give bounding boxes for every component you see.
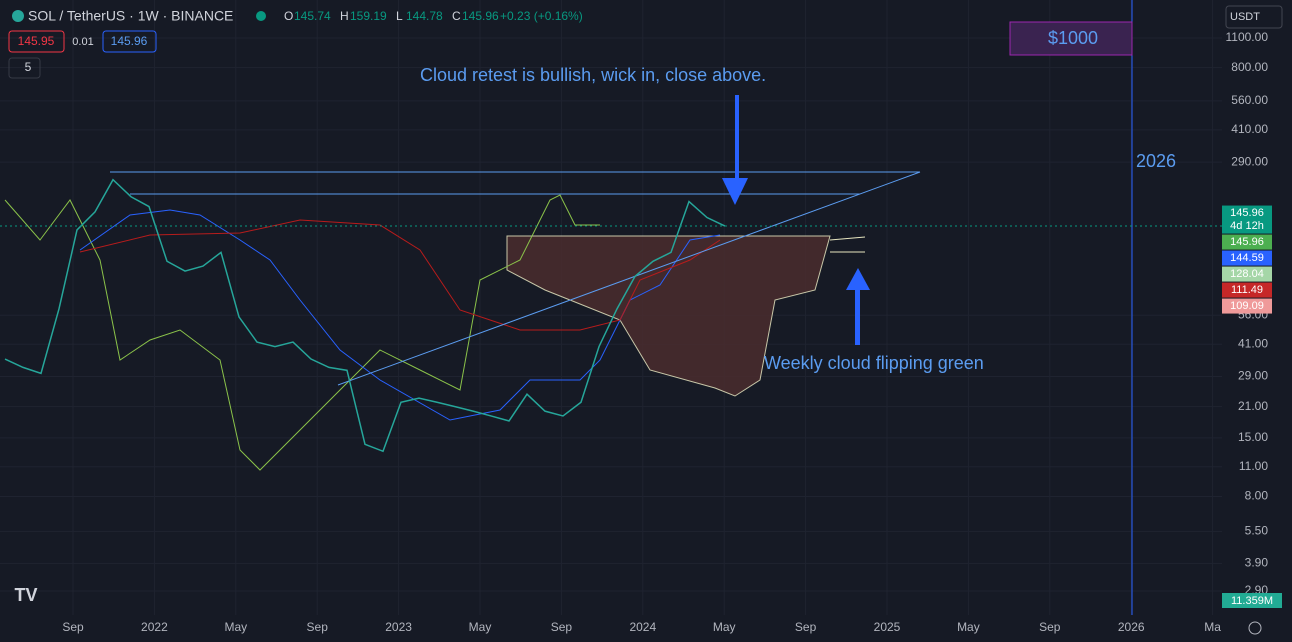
price-label-sub: 4d 12h	[1230, 220, 1264, 232]
indicator-count: 5	[25, 60, 32, 74]
time-tick-label: 2024	[629, 620, 656, 634]
ohlc-value: 145.96	[462, 9, 499, 23]
target-box	[1009, 21, 1133, 56]
ohlc-value: 144.78	[406, 9, 443, 23]
time-tick-label: Ma	[1204, 620, 1221, 634]
time-tick-label: 2023	[385, 620, 412, 634]
cloud-future	[829, 236, 866, 253]
price-label: 145.96	[1230, 236, 1264, 248]
price-series	[0, 178, 1222, 453]
conversion-line	[79, 209, 721, 421]
price-label: 128.04	[1230, 268, 1264, 280]
volume-tag	[1222, 593, 1282, 608]
price-label-tag	[1222, 234, 1272, 250]
ohlc-value: 159.19	[350, 9, 387, 23]
price-tick-label: 15.00	[1238, 430, 1268, 444]
grid	[0, 0, 1222, 615]
price-label-tag	[1222, 282, 1272, 298]
ohlc-key: C	[452, 9, 461, 23]
ohlc-value: 145.74	[294, 9, 331, 23]
price-tick-label: 29.00	[1238, 369, 1268, 383]
price-label-tag	[1222, 205, 1272, 234]
ohlc-key: O	[284, 9, 293, 23]
time-tick-label: May	[469, 620, 492, 634]
currency-select[interactable]	[1225, 5, 1283, 29]
time-tick-label: Sep	[1039, 620, 1061, 634]
price-label: 144.59	[1230, 252, 1264, 264]
price-label-tag	[1222, 250, 1272, 266]
price-tick-label: 3.90	[1245, 556, 1269, 570]
arrow-down	[722, 95, 748, 205]
ohlc-key: L	[396, 9, 403, 23]
settings[interactable]	[1248, 621, 1262, 635]
buy-price: 145.96	[111, 34, 148, 48]
logo: TV	[14, 585, 37, 605]
time-tick-label: 2025	[874, 620, 901, 634]
lagging-span	[4, 194, 600, 471]
price-tick-label: 1100.00	[1226, 30, 1269, 44]
time-axis: Sep 2022 May Sep 2023 May Sep 2024 May Sep 2025 May…	[62, 620, 1221, 634]
price-tick-label: 11.00	[1239, 459, 1268, 473]
price-tick-label: 560.00	[1231, 93, 1268, 107]
currency: USDT	[1230, 11, 1260, 23]
time-tick-label: May	[713, 620, 736, 634]
time-tick-label: Sep	[795, 620, 817, 634]
symbol-icon	[12, 10, 24, 22]
target-label: $1000	[1048, 28, 1098, 48]
price-label: 111.49	[1231, 284, 1263, 296]
time-tick-label: 2022	[141, 620, 168, 634]
annotation: Weekly cloud flipping green	[764, 353, 984, 373]
ohlc-key: H	[340, 9, 349, 23]
spread: 0.01	[72, 36, 93, 48]
status-dot	[256, 11, 266, 21]
price-tick-label: 800.00	[1231, 60, 1268, 74]
ichimoku-cloud	[506, 235, 831, 397]
change: +0.23 (+0.16%)	[500, 9, 583, 23]
price-tick-label: 8.00	[1245, 489, 1269, 503]
symbol: SOL / TetherUS · 1W · BINANCE	[28, 8, 233, 24]
time-tick-label: May	[957, 620, 980, 634]
price-line	[4, 178, 726, 453]
sell-price: 145.95	[18, 34, 55, 48]
price-tick-label: 41.00	[1238, 336, 1268, 350]
price-tick-label: 410.00	[1231, 122, 1268, 136]
time-tick-label: Sep	[62, 620, 84, 634]
price-label: 109.09	[1230, 300, 1264, 312]
buy-button[interactable]	[102, 30, 157, 53]
year-marker: 2026	[1136, 151, 1176, 171]
price-label: 145.96	[1230, 207, 1264, 219]
ohlc: O 145.74 H 159.19 L 144.78 C 145.96 +0.23 (+0.16…	[284, 9, 583, 23]
annotation: Cloud retest is bullish, wick in, close …	[420, 65, 766, 85]
price-tick-label: 21.00	[1238, 399, 1268, 413]
trend-line	[337, 171, 921, 386]
price-label-tag	[1222, 266, 1272, 282]
sell-button[interactable]	[8, 30, 65, 53]
indicators-toggle[interactable]	[8, 57, 41, 79]
time-tick-label: May	[224, 620, 247, 634]
price-axis	[1222, 0, 1292, 642]
time-tick-label: Sep	[551, 620, 573, 634]
price-tick-label: 5.50	[1245, 524, 1269, 538]
volume-label: 11.359M	[1231, 595, 1273, 607]
time-tick-label: Sep	[307, 620, 329, 634]
price-label-tag	[1222, 298, 1272, 314]
base-line	[79, 219, 721, 331]
price-tick-label: 290.00	[1231, 154, 1268, 168]
arrow-up	[846, 268, 870, 345]
time-tick-label: 2026	[1118, 620, 1145, 634]
